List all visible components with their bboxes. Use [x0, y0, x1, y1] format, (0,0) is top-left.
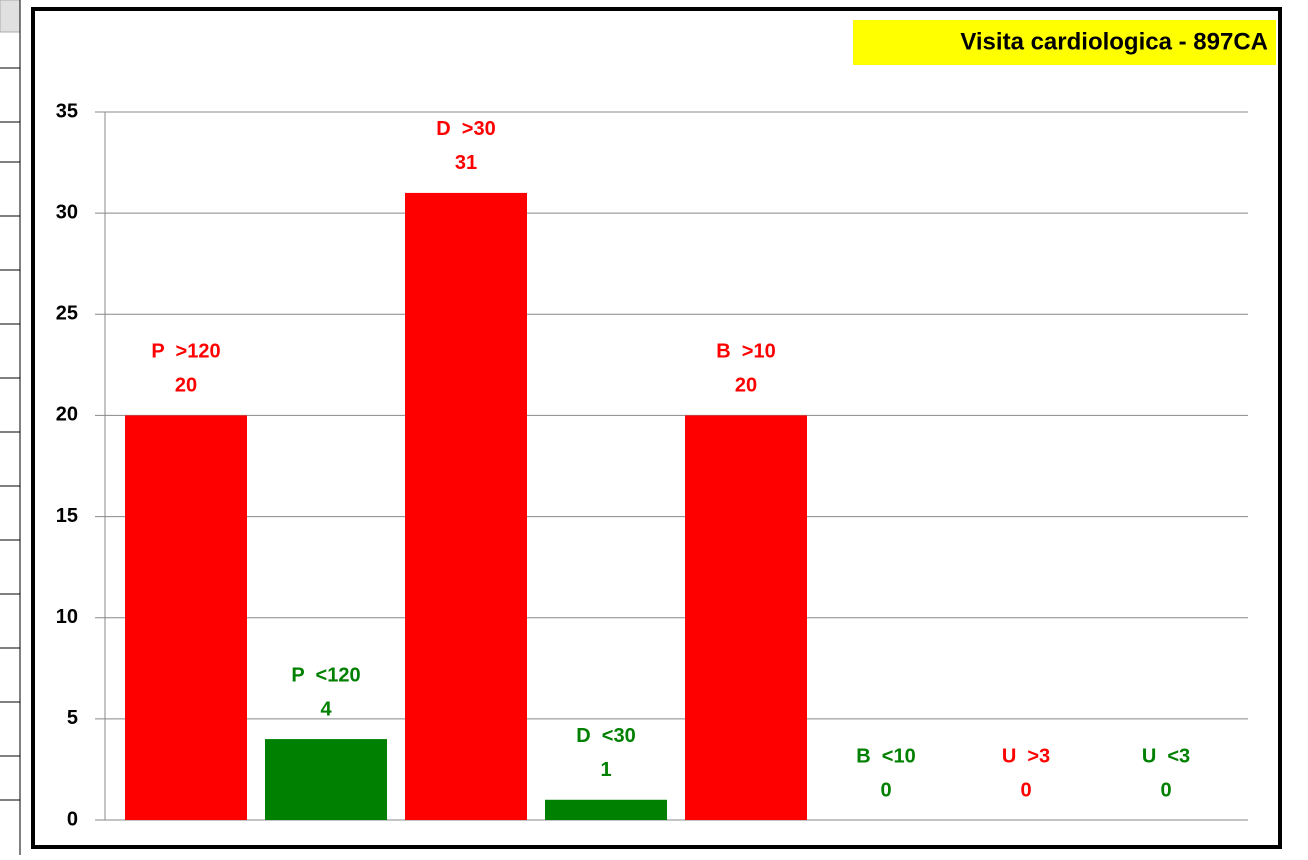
value-label: 20 [735, 375, 757, 397]
bar [125, 415, 247, 820]
row-lines [0, 67, 20, 801]
title-background [853, 20, 1276, 65]
chart-title: Visita cardiologica - 897CA [960, 28, 1268, 55]
y-tick-label: 0 [67, 808, 78, 830]
category-label: B <10 [856, 745, 915, 767]
header-cell [0, 0, 21, 33]
value-label: 0 [1020, 779, 1031, 801]
y-tick-label: 20 [56, 404, 78, 426]
y-tick-label: 10 [56, 606, 78, 628]
bar [265, 739, 387, 820]
category-label: D >30 [436, 118, 495, 140]
value-label: 31 [455, 152, 477, 174]
spreadsheet-strip [0, 0, 21, 855]
category-label: B >10 [716, 341, 775, 363]
value-label: 4 [320, 698, 332, 720]
value-label: 1 [600, 759, 611, 781]
category-label: U >3 [1002, 745, 1050, 767]
value-label: 20 [175, 375, 197, 397]
y-tick-label: 30 [56, 201, 78, 223]
bar [545, 799, 667, 820]
y-tick-label: 15 [56, 505, 78, 527]
value-label: 0 [1160, 779, 1171, 801]
category-label: P <120 [291, 664, 360, 686]
bar [685, 415, 807, 820]
bar [405, 192, 527, 820]
category-label: P >120 [151, 341, 220, 363]
y-tick-label: 35 [56, 100, 78, 122]
y-tick-label: 5 [67, 707, 78, 729]
value-label: 0 [880, 779, 891, 801]
category-label: U <3 [1142, 745, 1190, 767]
category-label: D <30 [576, 725, 635, 747]
y-tick-label: 25 [56, 303, 78, 325]
